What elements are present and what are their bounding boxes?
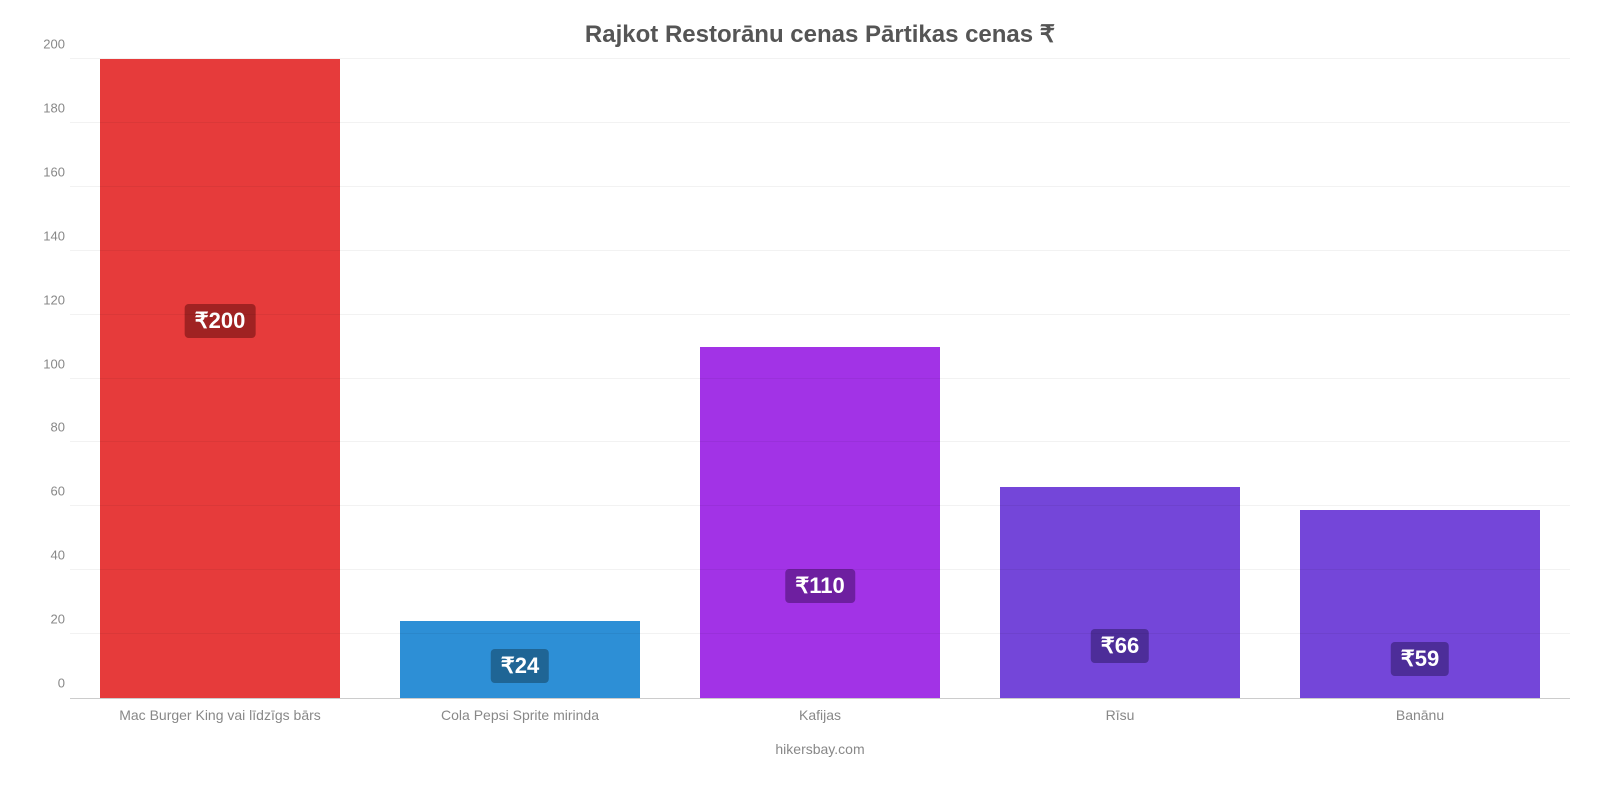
bar: ₹59	[1300, 510, 1540, 699]
grid-line	[70, 314, 1570, 315]
grid-line	[70, 569, 1570, 570]
bar-slot: ₹66	[970, 59, 1270, 698]
bar-value-badge: ₹110	[785, 569, 855, 603]
bars-row: ₹200 ₹24 ₹110 ₹66 ₹59	[70, 59, 1570, 698]
x-category-label: Kafijas	[670, 707, 970, 723]
chart-title: Rajkot Restorānu cenas Pārtikas cenas ₹	[70, 20, 1570, 49]
bar-value-badge: ₹59	[1391, 642, 1449, 676]
bar: ₹110	[700, 347, 940, 698]
y-tick-label: 40	[30, 548, 65, 563]
bar-slot: ₹200	[70, 59, 370, 698]
x-category-label: Rīsu	[970, 707, 1270, 723]
bar-slot: ₹59	[1270, 59, 1570, 698]
x-axis: Mac Burger King vai līdzīgs bārsCola Pep…	[70, 707, 1570, 723]
y-tick-label: 0	[30, 676, 65, 691]
bar-slot: ₹24	[370, 59, 670, 698]
chart-credit: hikersbay.com	[70, 741, 1570, 757]
bar-value-badge: ₹24	[491, 649, 549, 683]
grid-line	[70, 378, 1570, 379]
grid-line	[70, 186, 1570, 187]
bar: ₹200	[100, 59, 340, 698]
bar: ₹66	[1000, 487, 1240, 698]
plot-area: ₹200₹24₹110₹66₹59 0204060801001201401601…	[70, 59, 1570, 699]
y-tick-label: 140	[30, 228, 65, 243]
y-tick-label: 80	[30, 420, 65, 435]
bar-slot: ₹110	[670, 59, 970, 698]
bar-value-badge: ₹200	[185, 304, 256, 338]
y-tick-label: 120	[30, 292, 65, 307]
x-category-label: Cola Pepsi Sprite mirinda	[370, 707, 670, 723]
y-tick-label: 60	[30, 484, 65, 499]
grid-line	[70, 122, 1570, 123]
chart-container: Rajkot Restorānu cenas Pārtikas cenas ₹ …	[0, 0, 1600, 800]
y-tick-label: 180	[30, 100, 65, 115]
y-tick-label: 20	[30, 612, 65, 627]
grid-line	[70, 505, 1570, 506]
x-category-label: Banānu	[1270, 707, 1570, 723]
y-tick-label: 100	[30, 356, 65, 371]
y-tick-label: 200	[30, 37, 65, 52]
grid-line	[70, 441, 1570, 442]
grid-line	[70, 58, 1570, 59]
x-category-label: Mac Burger King vai līdzīgs bārs	[70, 707, 370, 723]
y-tick-label: 160	[30, 164, 65, 179]
grid-line	[70, 633, 1570, 634]
grid-line	[70, 250, 1570, 251]
